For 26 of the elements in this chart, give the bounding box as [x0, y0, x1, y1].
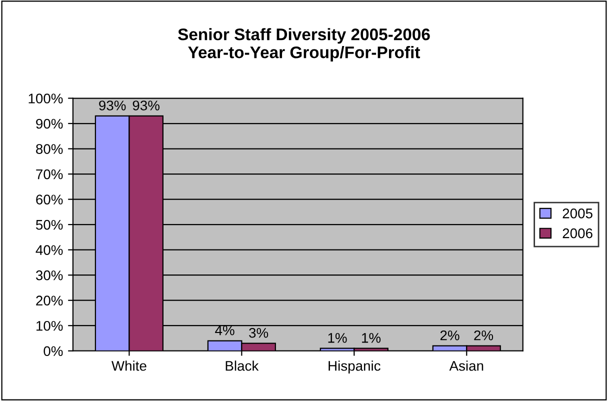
data-label: 4%	[215, 325, 234, 336]
data-label: 93%	[99, 100, 126, 110]
x-tick-label: White	[112, 360, 146, 371]
y-tick-label: 50%	[36, 220, 63, 230]
data-label: 1%	[362, 333, 381, 343]
y-tick-label: 60%	[36, 194, 63, 204]
y-tick-label: 70%	[36, 169, 63, 180]
x-tick-label: Black	[226, 360, 259, 371]
y-tick-label: 10%	[36, 320, 63, 331]
legend-label: 2006	[562, 228, 592, 238]
chart-title: Senior Staff Diversity 2005-2006 Year-to-Year Group/For-Profit	[178, 28, 430, 62]
y-tick-label: 80%	[36, 144, 63, 154]
data-label: 2%	[440, 330, 460, 340]
y-tick-label: 90%	[36, 118, 63, 129]
x-tick-label: Hispanic	[328, 360, 380, 374]
y-tick-label: 0%	[44, 346, 63, 356]
x-tick-label: Asian	[449, 360, 484, 371]
data-label: 3%	[249, 328, 268, 338]
y-tick-label: 30%	[36, 270, 63, 280]
data-label: 1%	[328, 333, 347, 343]
y-tick-label: 100%	[28, 94, 63, 104]
y-tick-label: 40%	[36, 245, 63, 255]
y-tick-label: 20%	[36, 296, 63, 306]
data-label: 2%	[474, 330, 494, 340]
legend-label: 2005	[562, 208, 592, 218]
data-label: 93%	[132, 100, 160, 110]
